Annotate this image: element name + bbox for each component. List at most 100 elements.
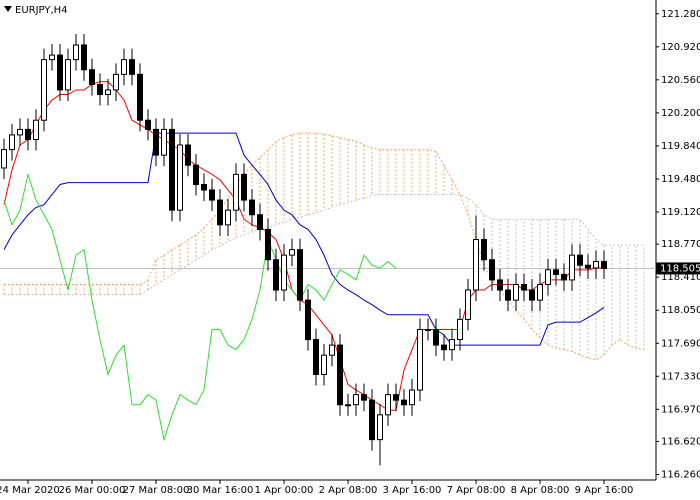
candle-body: [577, 254, 583, 266]
candle-body: [593, 261, 599, 269]
x-tick-label: 26 Mar 00:00: [59, 485, 126, 496]
y-tick-label: 119.120: [661, 207, 700, 218]
candle-body: [489, 259, 495, 281]
candle-body: [1, 149, 7, 169]
y-tick-label: 120.560: [661, 75, 700, 86]
candle-body: [449, 339, 455, 351]
indicator-line: [3, 81, 604, 411]
y-tick-label: 117.690: [661, 338, 700, 349]
y-tick-label: 116.620: [661, 436, 700, 447]
candle-body: [505, 289, 511, 301]
y-tick-label: 116.260: [661, 469, 700, 480]
candle-body: [201, 183, 207, 191]
candle-body: [361, 394, 367, 401]
candle-body: [41, 59, 47, 121]
candle-body: [193, 164, 199, 185]
candle-body: [25, 128, 31, 141]
candle-body: [409, 389, 415, 406]
candle-body: [313, 339, 319, 375]
candle-body: [385, 394, 391, 416]
candle-body: [137, 73, 143, 121]
candle-body: [129, 59, 135, 75]
y-tick-label: 121.280: [661, 9, 700, 20]
candle-body: [257, 214, 263, 230]
candle-body: [217, 199, 223, 226]
y-tick-label: 118.770: [661, 239, 700, 250]
candle-body: [233, 173, 239, 211]
y-tick-label: 119.840: [661, 141, 700, 152]
candle-body: [465, 289, 471, 320]
candle-body: [177, 144, 183, 211]
candle-body: [529, 289, 535, 301]
candle-body: [337, 344, 343, 406]
candle-body: [105, 89, 111, 96]
candle-body: [441, 344, 447, 351]
candle-body: [401, 399, 407, 406]
y-tick-label: 120.920: [661, 42, 700, 53]
x-tick-label: 30 Mar 16:00: [187, 485, 254, 496]
candle-body: [393, 394, 399, 401]
candle-body: [353, 394, 359, 406]
last-price-box: [656, 262, 700, 275]
candle-body: [569, 254, 575, 281]
candle-body: [89, 69, 95, 85]
candle-body: [329, 344, 335, 356]
x-tick-label: 3 Apr 16:00: [383, 485, 442, 496]
candle-body: [81, 44, 87, 71]
collapse-icon: [4, 6, 12, 12]
candle-body: [209, 189, 215, 201]
candle-body: [417, 328, 423, 391]
candle-body: [481, 239, 487, 261]
candle-body: [145, 119, 151, 130]
candle-body: [585, 264, 591, 269]
candle-body: [553, 269, 559, 275]
candle-body: [497, 279, 503, 291]
x-tick-label: 9 Apr 16:00: [575, 485, 634, 496]
candle-body: [17, 128, 23, 136]
x-tick-label: 7 Apr 08:00: [447, 485, 506, 496]
candle-body: [97, 83, 103, 96]
candle-body: [561, 273, 567, 281]
y-tick-label: 120.200: [661, 108, 700, 119]
candle-body: [297, 249, 303, 301]
y-tick-label: 119.480: [661, 174, 700, 185]
y-tick-label: 118.050: [661, 305, 700, 316]
senkou-span-a: [4, 132, 645, 361]
candle-body: [305, 299, 311, 341]
candle-body: [9, 134, 15, 151]
candle-body: [73, 44, 79, 61]
x-tick-label: 24 Mar 2020: [0, 485, 60, 496]
candle-body: [521, 284, 527, 291]
candle-body: [321, 354, 327, 375]
candle-body: [33, 119, 39, 141]
candle-body: [225, 209, 231, 226]
candle-body: [153, 128, 159, 156]
candle-body: [537, 284, 543, 301]
chart-title: EURJPY,H4: [15, 5, 68, 16]
x-tick-label: 27 Mar 08:00: [123, 485, 190, 496]
candle-body: [241, 173, 247, 201]
y-tick-label: 116.970: [661, 404, 700, 415]
y-tick-label: 117.330: [661, 371, 700, 382]
x-tick-label: 8 Apr 08:00: [511, 485, 570, 496]
candle-body: [433, 328, 439, 346]
indicator-line: [3, 132, 605, 346]
senkou-span-b: [4, 194, 644, 296]
candle-body: [185, 144, 191, 166]
candle-body: [49, 54, 55, 61]
candle-body: [65, 59, 71, 91]
candle-body: [289, 249, 295, 256]
candle-body: [281, 254, 287, 291]
candle-body: [545, 269, 551, 286]
candle-body: [345, 404, 351, 407]
candle-body: [273, 259, 279, 291]
candle-body: [425, 328, 431, 331]
x-tick-label: 2 Apr 08:00: [319, 485, 378, 496]
candle-body: [601, 261, 607, 269]
last-price-label: 118.505: [660, 263, 700, 274]
x-tick-label: 1 Apr 00:00: [255, 485, 314, 496]
candle-body: [57, 54, 63, 91]
candle-body: [169, 128, 175, 211]
candle-body: [457, 318, 463, 341]
